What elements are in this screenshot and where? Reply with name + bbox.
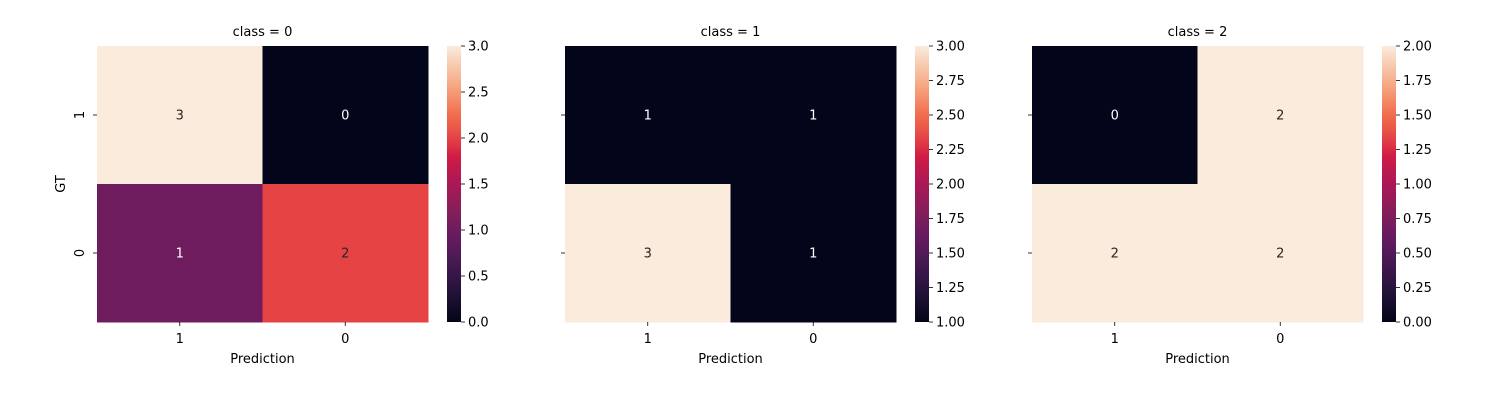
colorbar-tick-label: 0.25 xyxy=(1403,281,1432,296)
cell-annotation: 3 xyxy=(176,109,184,124)
cell-annotation: 0 xyxy=(1111,109,1119,124)
cell-annotation: 2 xyxy=(1111,247,1119,262)
colorbar-tick-label: 2.5 xyxy=(468,86,489,101)
panel-title: class = 1 xyxy=(701,25,761,40)
colorbar-tick-label: 1.50 xyxy=(1403,109,1432,124)
heatmap-cell xyxy=(565,184,731,323)
x-axis-label: Prediction xyxy=(698,352,763,367)
x-axis-label: Prediction xyxy=(1165,352,1230,367)
colorbar-tick-label: 1.50 xyxy=(936,247,965,262)
heatmap-cell xyxy=(730,46,897,185)
colorbar-tick-label: 3.0 xyxy=(468,40,489,55)
colorbar-tick-label: 1.75 xyxy=(936,212,965,227)
heatmap-cell xyxy=(730,184,897,323)
colorbar-tick-label: 2.0 xyxy=(468,132,489,147)
colorbar-tick-label: 0.75 xyxy=(1403,212,1432,227)
colorbar-tick-label: 3.00 xyxy=(936,40,965,55)
heatmap-cell xyxy=(97,46,263,185)
cell-annotation: 2 xyxy=(341,247,349,262)
x-tick-label: 0 xyxy=(341,332,349,347)
colorbar-tick-label: 1.00 xyxy=(936,316,965,331)
cell-annotation: 3 xyxy=(644,247,652,262)
cell-annotation: 1 xyxy=(809,109,817,124)
heatmap-cell xyxy=(1197,184,1364,323)
heatmap-panel-2: class = 2 0 2 2 2 1 0 Prediction 0.00 0.25 0.50 0.7… xyxy=(1028,25,1432,367)
heatmap-panel-0: class = 0 3 0 1 2 1 0 Prediction 1 0 GT 0.0 0.5 1.0 1.… xyxy=(54,25,489,367)
cell-annotation: 0 xyxy=(341,109,349,124)
heatmap-cell xyxy=(262,46,429,185)
colorbar-tick-label: 1.25 xyxy=(936,281,965,296)
cell-annotation: 1 xyxy=(809,247,817,262)
cell-annotation: 1 xyxy=(176,247,184,262)
heatmap-cell xyxy=(1032,184,1198,323)
x-axis-label: Prediction xyxy=(230,352,295,367)
cell-annotation: 2 xyxy=(1276,247,1284,262)
heatmap-cell xyxy=(97,184,263,323)
heatmap-cell xyxy=(1032,46,1198,185)
colorbar-tick-label: 1.5 xyxy=(468,178,489,193)
colorbar-tick-label: 0.00 xyxy=(1403,316,1432,331)
heatmap-panel-1: class = 1 1 1 3 1 1 0 Prediction 1.00 1.25 1.50 1.7… xyxy=(561,25,965,367)
colorbar-tick-label: 0.0 xyxy=(468,316,489,331)
colorbar xyxy=(447,46,461,322)
heatmap-cell xyxy=(1197,46,1364,185)
cell-annotation: 2 xyxy=(1276,109,1284,124)
panel-title: class = 0 xyxy=(233,25,293,40)
colorbar-tick-label: 0.50 xyxy=(1403,247,1432,262)
y-tick-label: 1 xyxy=(73,111,88,119)
colorbar-tick-label: 1.75 xyxy=(1403,74,1432,89)
colorbar-tick-label: 1.25 xyxy=(1403,143,1432,158)
y-tick-label: 0 xyxy=(73,249,88,257)
colorbar-tick-label: 2.00 xyxy=(1403,40,1432,55)
x-tick-label: 1 xyxy=(176,332,184,347)
colorbar-tick-label: 0.5 xyxy=(468,270,489,285)
heatmap-cell xyxy=(262,184,429,323)
cell-annotation: 1 xyxy=(644,109,652,124)
colorbar xyxy=(915,46,929,322)
colorbar-tick-label: 2.50 xyxy=(936,109,965,124)
colorbar-tick-label: 2.00 xyxy=(936,178,965,193)
y-axis-label: GT xyxy=(54,175,69,193)
heatmap-cell xyxy=(565,46,731,185)
colorbar-tick-label: 1.00 xyxy=(1403,178,1432,193)
x-tick-label: 0 xyxy=(1276,332,1284,347)
colorbar-tick-label: 2.75 xyxy=(936,74,965,89)
colorbar-tick-label: 2.25 xyxy=(936,143,965,158)
x-tick-label: 1 xyxy=(1111,332,1119,347)
colorbar xyxy=(1382,46,1396,322)
colorbar-tick-label: 1.0 xyxy=(468,224,489,239)
x-tick-label: 0 xyxy=(809,332,817,347)
x-tick-label: 1 xyxy=(644,332,652,347)
panel-title: class = 2 xyxy=(1168,25,1228,40)
